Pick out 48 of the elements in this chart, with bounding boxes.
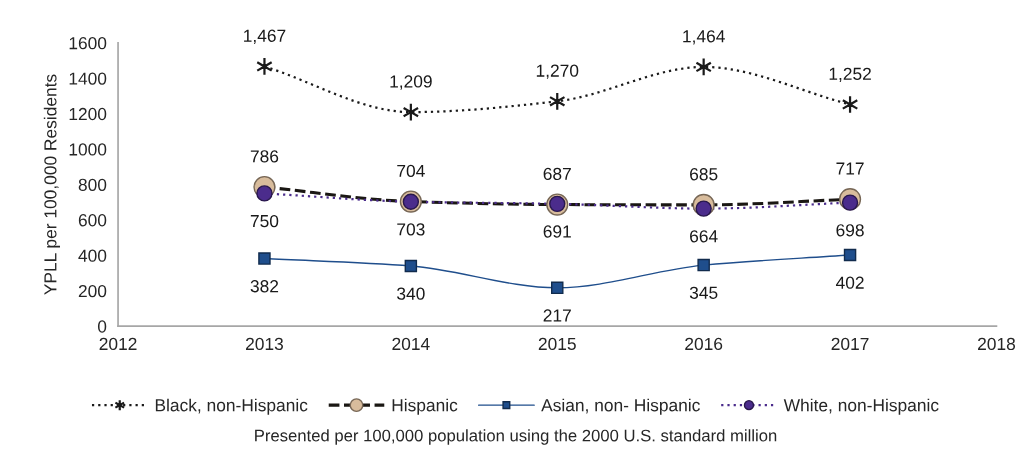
- y-tick-label: 800: [78, 178, 107, 191]
- data-label: 1,252: [829, 67, 871, 83]
- data-label: 703: [397, 223, 425, 236]
- y-axis-title: YPLL per 100,000 Residents: [43, 74, 60, 295]
- data-label: 382: [250, 280, 279, 293]
- legend-label: White, non-Hispanic: [783, 398, 939, 415]
- data-label: 717: [836, 162, 864, 175]
- x-tick-label: 2012: [99, 337, 137, 351]
- data-label: 698: [836, 224, 864, 237]
- point: [551, 281, 564, 295]
- x-tick-label: 2014: [392, 337, 430, 351]
- legend-label: Black, non-Hispanic: [155, 398, 308, 415]
- data-label: 1,209: [390, 75, 432, 90]
- y-tick-label: 200: [78, 284, 107, 298]
- data-label: 704: [397, 164, 425, 178]
- data-label: 685: [690, 168, 718, 181]
- legend-label: Hispanic: [392, 398, 458, 415]
- x-tick-label: 2016: [685, 337, 723, 351]
- data-label: 786: [250, 150, 279, 163]
- data-label: 1,464: [683, 30, 725, 45]
- data-label: 1,467: [244, 29, 286, 44]
- data-label: 750: [250, 214, 279, 228]
- legend-label: Asian, non- Hispanic: [541, 398, 700, 415]
- y-tick-label: 1600: [69, 37, 107, 50]
- x-tick-label: 2017: [831, 337, 869, 351]
- y-tick-label: 400: [78, 249, 107, 262]
- data-label: 340: [397, 287, 425, 300]
- data-label: 345: [689, 286, 718, 299]
- data-label: 217: [543, 309, 571, 322]
- x-tick-label: 2013: [246, 337, 283, 351]
- point: [404, 259, 418, 273]
- data-label: 1,270: [536, 64, 579, 79]
- y-tick-label: 600: [78, 214, 107, 227]
- text: Presented per 100,000 population using the 2000 U.S. standard million: [255, 429, 777, 445]
- data-label: 402: [835, 276, 864, 289]
- y-tick-label: 1400: [69, 72, 107, 85]
- x-tick-label: 2015: [538, 337, 576, 351]
- point: [258, 252, 271, 265]
- y-tick-label: 0: [97, 320, 107, 333]
- data-label: 687: [543, 167, 571, 181]
- data-label: 691: [543, 225, 571, 238]
- data-label: 664: [690, 230, 718, 243]
- point: [256, 56, 273, 76]
- point: [843, 248, 857, 262]
- point: [697, 258, 710, 272]
- y-tick-label: 1000: [69, 143, 107, 156]
- x-tick-label: 2018: [978, 337, 1016, 351]
- y-tick-label: 1200: [69, 107, 107, 121]
